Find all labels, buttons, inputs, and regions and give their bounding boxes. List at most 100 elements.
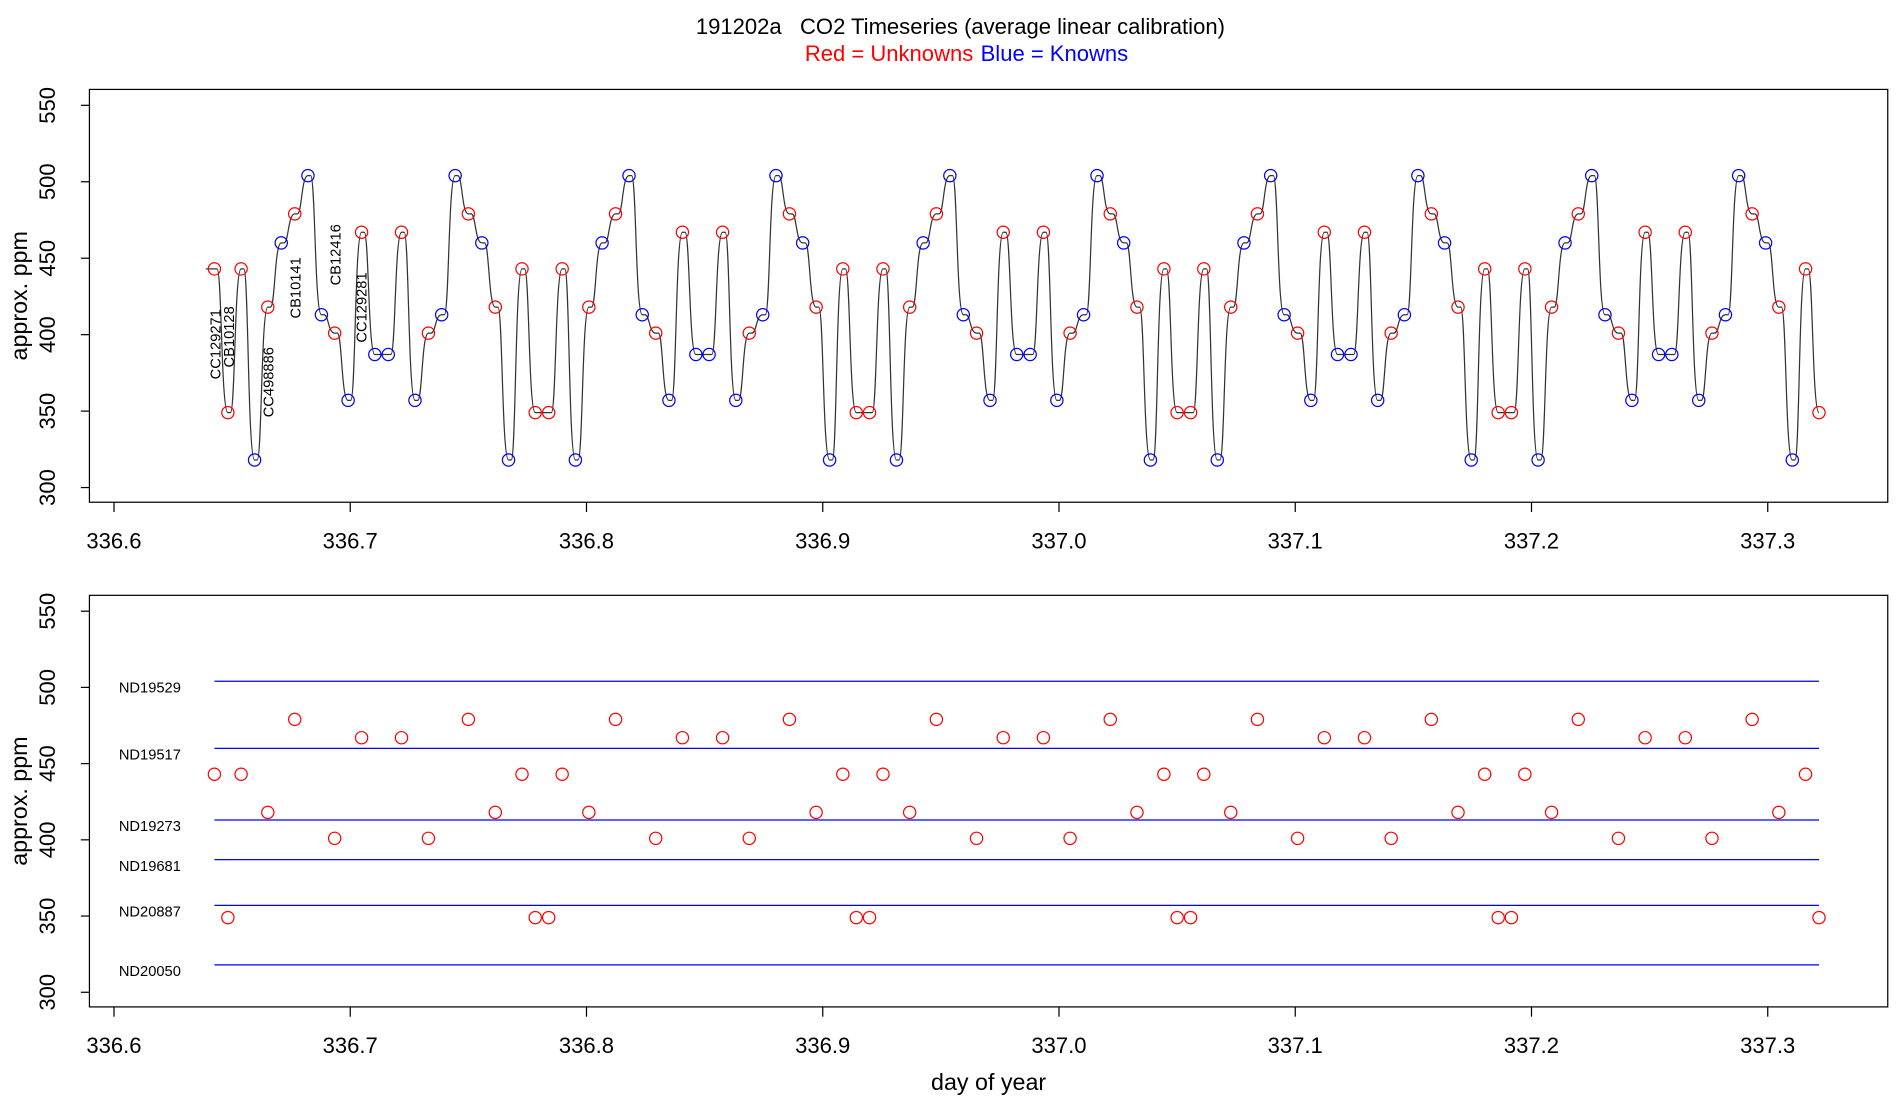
sample-point (1718, 308, 1733, 322)
y-tick-label: 550 (35, 593, 60, 630)
sample-point (488, 805, 503, 820)
sample-point (929, 207, 944, 221)
sample-point (969, 831, 984, 846)
sample-point (394, 730, 409, 745)
sample-point (555, 262, 569, 276)
sample-point (702, 347, 716, 362)
sample-point (1384, 326, 1398, 340)
sample-point (996, 730, 1010, 745)
x-tick-label: 336.7 (323, 1033, 378, 1058)
sample-point (1023, 347, 1037, 362)
sample-point (782, 207, 797, 221)
sample-point (1183, 405, 1198, 420)
sample-point (1170, 910, 1184, 925)
sample-point (247, 453, 262, 467)
sample-point (568, 453, 583, 467)
reference-label: ND19273 (119, 819, 181, 835)
sample-point (1170, 405, 1184, 420)
sample-point (354, 730, 369, 745)
y-tick-label: 550 (35, 87, 60, 124)
sample-point (595, 236, 609, 250)
x-tick-label: 337.1 (1268, 528, 1323, 553)
sample-point (635, 308, 649, 322)
sample-point (715, 225, 730, 239)
sample-point (234, 767, 248, 782)
sample-point (341, 393, 355, 408)
sample-point (1611, 326, 1626, 340)
sample-point (207, 262, 222, 276)
sample-point (675, 730, 690, 745)
sample-point (475, 236, 489, 250)
sample-point (1571, 207, 1586, 221)
subtitle-part: Blue = Knowns (981, 41, 1129, 66)
sample-annotation: CB10128 (222, 306, 238, 367)
sample-point (1357, 225, 1372, 239)
plot-frame (88, 88, 1889, 503)
reference-label: ND19517 (119, 748, 181, 764)
sample-point (582, 300, 596, 314)
sample-point (1304, 393, 1318, 408)
sample-point (541, 405, 556, 420)
sample-point (1130, 300, 1144, 314)
sample-point (1504, 405, 1519, 420)
sample-point (1772, 300, 1786, 314)
x-tick-label: 336.8 (559, 528, 614, 553)
sample-point (1411, 168, 1425, 183)
sample-point (608, 712, 623, 727)
sample-point (1424, 207, 1439, 221)
sample-point (221, 405, 235, 420)
sample-point (1063, 326, 1077, 340)
sample-point (1183, 910, 1198, 925)
sample-point (1050, 393, 1064, 408)
x-tick-label: 337.2 (1504, 1033, 1559, 1058)
sample-point (1518, 262, 1532, 276)
sample-point (461, 207, 476, 221)
sample-point (943, 168, 957, 183)
sample-point (902, 805, 917, 820)
sample-point (1544, 805, 1559, 820)
sample-point (1237, 236, 1251, 250)
reference-label: ND19681 (119, 859, 181, 875)
sample-point (1665, 347, 1679, 362)
sample-point (622, 168, 636, 183)
sample-point (1544, 300, 1559, 314)
y-tick-label: 450 (35, 745, 60, 782)
sample-point (1290, 831, 1305, 846)
sample-point (1692, 393, 1706, 408)
sample-point (1812, 910, 1826, 925)
sample-point (327, 326, 342, 340)
y-tick-label: 400 (35, 316, 60, 353)
sample-point (381, 347, 396, 362)
sample-annotation: CC129281 (354, 272, 370, 342)
x-axis-label: day of year (931, 1069, 1046, 1095)
sample-point (1437, 236, 1452, 250)
sample-point (1504, 910, 1519, 925)
x-tick-label: 337.1 (1268, 1033, 1323, 1058)
sample-point (1157, 262, 1171, 276)
sample-point (207, 767, 222, 782)
trace-line (205, 175, 1820, 461)
sample-point (327, 831, 342, 846)
sample-point (1224, 805, 1238, 820)
sample-point (421, 326, 436, 340)
sample-point (689, 347, 703, 362)
sample-point (1197, 262, 1211, 276)
sample-point (729, 393, 743, 408)
sample-point (1451, 805, 1465, 820)
sample-point (461, 712, 476, 727)
x-tick-label: 337.0 (1031, 1033, 1086, 1058)
sample-point (515, 262, 529, 276)
y-tick-label: 400 (35, 821, 60, 858)
sample-annotation: CB10141 (288, 257, 304, 318)
sample-point (582, 805, 596, 820)
sample-point (769, 168, 783, 183)
sample-point (983, 393, 997, 408)
sample-point (1571, 712, 1586, 727)
sample-point (1464, 453, 1478, 467)
sample-point (354, 225, 369, 239)
sample-point (1357, 730, 1372, 745)
x-tick-label: 336.9 (795, 1033, 850, 1058)
sample-point (1263, 168, 1278, 183)
